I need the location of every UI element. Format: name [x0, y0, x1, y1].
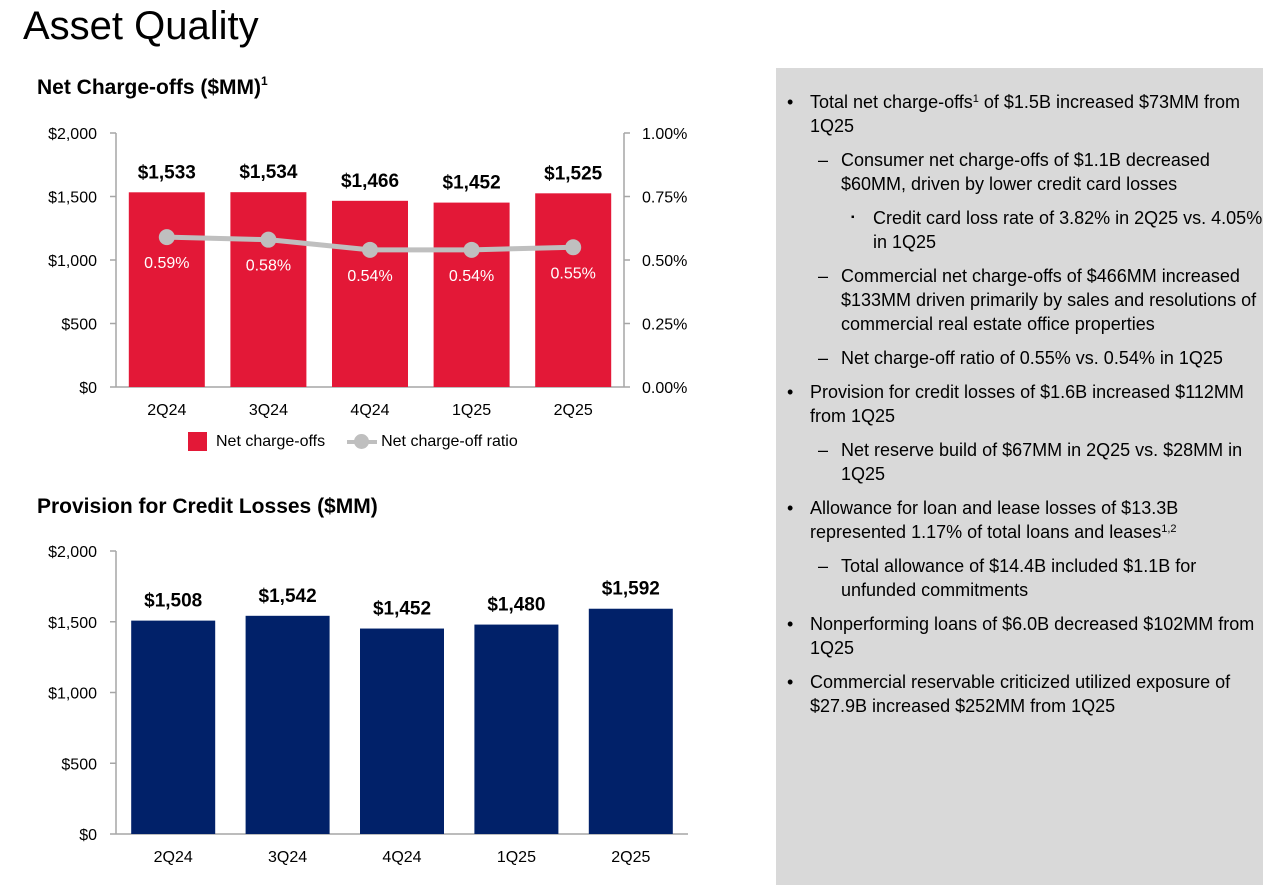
commentary-panel: Total net charge-offs1 of $1.5B increase…: [776, 68, 1263, 885]
bar-net-charge-offs: [535, 193, 612, 387]
bar-provision: [245, 615, 330, 834]
bullet-text: Nonperforming loans of $6.0B decreased $…: [810, 614, 1255, 658]
net-charge-offs-chart: $0 $500 $1,000 $1,500 $2,000 0.00% 0.25% 0.50% 0…: [48, 126, 687, 419]
bullet-text: Total allowance of $14.4B included $1.1B…: [841, 556, 1197, 600]
bullet-level-2: Net reserve build of $67MM in 2Q25 vs. $…: [776, 438, 1263, 486]
bullet-text: Provision for credit losses of $1.6B inc…: [810, 382, 1244, 426]
y2-tick-label: 0.25%: [642, 317, 687, 334]
ratio-point: [565, 239, 582, 256]
y-tick-label: $0: [79, 380, 97, 397]
bullet-text: Consumer net charge-offs of $1.1B decrea…: [841, 150, 1210, 194]
bullet-text: Commercial net charge-offs of $466MM inc…: [841, 266, 1257, 334]
legend-label-net-charge-off-ratio: Net charge-off ratio: [381, 432, 518, 450]
x-tick-label: 2Q24: [147, 402, 186, 419]
x-tick-label: 4Q24: [350, 402, 389, 419]
y-tick-label: $0: [79, 827, 97, 844]
bar-value-label: $1,466: [341, 171, 399, 192]
y2-tick-label: 0.50%: [642, 253, 687, 270]
legend-swatch-net-charge-offs: [188, 432, 207, 451]
bullet-level-2: Net charge-off ratio of 0.55% vs. 0.54% …: [776, 346, 1263, 370]
bullet-text: Commercial reservable criticized utilize…: [810, 672, 1231, 716]
bullet-level-3: Credit card loss rate of 3.82% in 2Q25 v…: [776, 206, 1263, 254]
y-tick-label: $1,000: [48, 253, 97, 270]
y2-tick-label: 1.00%: [642, 126, 687, 143]
net-charge-offs-chart-title: Net Charge-offs ($MM)1: [37, 74, 268, 100]
bar-value-label: $1,480: [487, 595, 545, 616]
ratio-point: [158, 229, 175, 246]
footnote-marker: 1,2: [1161, 523, 1177, 535]
y2-tick-label: 0.75%: [642, 190, 687, 207]
bar-value-label: $1,525: [544, 163, 603, 184]
bar-value-label: $1,533: [138, 162, 196, 183]
y-tick-label: $1,500: [48, 615, 97, 632]
y-tick-label: $2,000: [48, 126, 97, 143]
bullet-level-1: Total net charge-offs1 of $1.5B increase…: [776, 90, 1263, 138]
ratio-point: [260, 231, 277, 248]
x-tick-label: 1Q25: [452, 402, 491, 419]
bar-value-label: $1,592: [602, 579, 660, 600]
bar-provision: [360, 628, 444, 834]
bullet-level-1: Provision for credit losses of $1.6B inc…: [776, 380, 1263, 428]
ratio-value-label: 0.58%: [246, 258, 291, 275]
x-tick-label: 3Q24: [268, 849, 307, 866]
x-tick-label: 2Q25: [611, 849, 650, 866]
bar-value-label: $1,452: [443, 173, 501, 194]
bar-value-label: $1,534: [239, 162, 298, 183]
ratio-value-label: 0.59%: [144, 255, 189, 272]
y-tick-label: $1,000: [48, 686, 97, 703]
y-tick-label: $1,500: [48, 190, 97, 207]
y-tick-label: $500: [61, 756, 97, 773]
bullet-level-1: Commercial reservable criticized utilize…: [776, 670, 1263, 718]
bullet-level-2: Consumer net charge-offs of $1.1B decrea…: [776, 148, 1263, 196]
x-tick-label: 4Q24: [382, 849, 421, 866]
footnote-marker: 1: [972, 93, 979, 105]
ratio-value-label: 0.54%: [449, 268, 494, 285]
bullet-level-1: Allowance for loan and lease losses of $…: [776, 496, 1263, 544]
bar-provision: [131, 620, 216, 834]
ratio-value-label: 0.54%: [347, 268, 392, 285]
provision-chart-title: Provision for Credit Losses ($MM): [37, 495, 378, 518]
bar-value-label: $1,542: [259, 586, 317, 607]
ratio-value-label: 0.55%: [551, 265, 596, 282]
net-charge-offs-title-text: Net Charge-offs ($MM): [37, 76, 261, 99]
legend-label-net-charge-offs: Net charge-offs: [216, 432, 326, 450]
page-title: Asset Quality: [23, 4, 259, 48]
bullet-text-continued: of $1.5B increased $73MM from 1Q25: [810, 92, 1241, 136]
chart-legend: Net charge-offs Net charge-off ratio: [188, 432, 518, 451]
y2-tick-label: 0.00%: [642, 380, 687, 397]
bullet-text: Credit card loss rate of 3.82% in 2Q25 v…: [873, 208, 1263, 252]
bullet-level-1: Nonperforming loans of $6.0B decreased $…: [776, 612, 1263, 660]
bullet-level-2: Total allowance of $14.4B included $1.1B…: [776, 554, 1263, 602]
title-footnote: 1: [261, 74, 268, 88]
bar-net-charge-offs: [128, 192, 205, 387]
bar-value-label: $1,452: [373, 599, 431, 620]
x-tick-label: 2Q24: [154, 849, 193, 866]
provision-for-credit-losses-chart: $0 $500 $1,000 $1,500 $2,000 $1,508 2Q24 $1,542…: [48, 544, 688, 866]
bullet-level-2: Commercial net charge-offs of $466MM inc…: [776, 264, 1263, 336]
bullet-text: Total net charge-offs: [810, 92, 973, 112]
bar-provision: [588, 608, 673, 834]
bullet-text: Net charge-off ratio of 0.55% vs. 0.54% …: [841, 348, 1223, 368]
bar-provision: [474, 624, 559, 834]
y-tick-label: $500: [61, 317, 97, 334]
bar-net-charge-offs: [433, 202, 510, 387]
bar-net-charge-offs: [332, 200, 408, 387]
bar-net-charge-offs: [230, 192, 307, 387]
y-tick-label: $2,000: [48, 544, 97, 561]
legend-swatch-net-charge-off-ratio: [347, 432, 378, 451]
x-tick-label: 3Q24: [249, 402, 288, 419]
bullet-text: Allowance for loan and lease losses of $…: [810, 498, 1179, 542]
x-tick-label: 1Q25: [497, 849, 536, 866]
bar-value-label: $1,508: [144, 591, 202, 612]
ratio-point: [362, 241, 378, 258]
commentary-bullets: Total net charge-offs1 of $1.5B increase…: [776, 90, 1263, 728]
x-tick-label: 2Q25: [554, 402, 593, 419]
ratio-point: [463, 241, 480, 258]
bullet-text: Net reserve build of $67MM in 2Q25 vs. $…: [841, 440, 1243, 484]
